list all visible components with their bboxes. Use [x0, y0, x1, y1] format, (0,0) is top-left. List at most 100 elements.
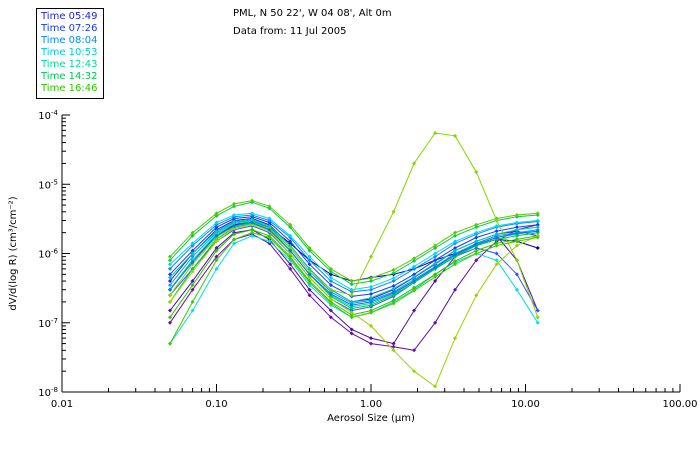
data-point-marker: [433, 272, 438, 277]
data-point-marker: [391, 348, 396, 353]
data-point-marker: [250, 211, 255, 216]
data-point-marker: [167, 315, 172, 320]
legend-item: Time 14:32: [41, 71, 98, 82]
data-point-marker: [232, 237, 237, 242]
data-point-marker: [288, 222, 293, 227]
data-point-marker: [369, 254, 373, 259]
data-point-marker: [474, 235, 479, 240]
data-point-marker: [494, 241, 499, 246]
data-point-marker: [433, 258, 438, 263]
data-point-marker: [474, 246, 479, 251]
data-point-marker: [190, 248, 195, 253]
data-point-marker: [190, 279, 195, 284]
data-point-marker: [349, 282, 354, 287]
data-point-marker: [214, 211, 219, 216]
y-tick-label: 10-8: [38, 386, 58, 399]
data-point-marker: [250, 217, 255, 222]
time-legend: Time 05:49 Time 07:26 Time 08:04 Time 10:53…: [36, 8, 105, 99]
data-point-marker: [232, 232, 237, 237]
data-point-marker: [433, 274, 438, 279]
data-point-marker: [232, 204, 237, 209]
data-point-marker: [369, 292, 373, 297]
data-point-marker: [349, 327, 354, 332]
spectrum-line: [169, 229, 539, 345]
data-point-marker: [453, 258, 458, 263]
data-point-marker: [214, 248, 219, 253]
data-point-marker: [453, 248, 458, 253]
data-point-marker: [307, 246, 312, 251]
data-point-marker: [474, 242, 479, 247]
data-point-marker: [391, 276, 396, 281]
data-point-marker: [232, 223, 237, 228]
data-point-marker: [474, 251, 479, 256]
data-point-marker: [494, 232, 499, 237]
data-point-marker: [369, 284, 373, 289]
data-point-marker: [535, 211, 540, 216]
data-point-marker: [474, 225, 479, 230]
data-point-marker: [250, 198, 255, 203]
data-point-marker: [167, 275, 172, 280]
x-tick-label: 100.00: [663, 399, 698, 410]
spectrum-line: [169, 220, 538, 308]
legend-item: Time 08:04: [41, 35, 98, 46]
data-point-marker: [250, 222, 255, 227]
data-point-marker: [307, 275, 312, 280]
data-point-marker: [349, 279, 354, 284]
data-point-marker: [214, 254, 219, 259]
data-point-marker: [349, 293, 354, 298]
data-point-marker: [328, 269, 333, 274]
data-point-marker: [250, 220, 255, 225]
data-point-marker: [328, 315, 333, 320]
plot-title-location: PML, N 50 22', W 04 08', Alt 0m: [233, 8, 392, 19]
data-point-marker: [369, 341, 373, 346]
data-point-marker: [349, 287, 354, 292]
data-point-marker: [494, 223, 499, 228]
data-point-marker: [412, 285, 417, 290]
data-point-marker: [369, 336, 373, 341]
data-point-marker: [349, 315, 354, 320]
data-point-marker: [288, 239, 293, 244]
y-tick-label: 10-4: [38, 109, 58, 122]
data-point-marker: [214, 233, 219, 238]
data-point-marker: [535, 225, 540, 230]
data-point-marker: [369, 279, 373, 284]
data-point-marker: [349, 310, 354, 315]
data-point-marker: [232, 201, 237, 206]
data-point-marker: [250, 233, 255, 238]
data-point-marker: [328, 275, 333, 280]
data-point-marker: [232, 219, 237, 224]
legend-item: Time 12:43: [41, 59, 98, 70]
y-tick-label: 10-7: [38, 317, 58, 330]
x-tick-label: 0.01: [51, 399, 73, 410]
data-point-marker: [167, 287, 172, 292]
data-point-marker: [167, 293, 172, 298]
y-axis-label: dV/d(log R) (cm³/cm⁻²): [8, 196, 19, 310]
data-point-marker: [328, 279, 333, 284]
data-point-marker: [391, 209, 396, 214]
data-point-marker: [412, 369, 417, 374]
data-point-marker: [391, 344, 396, 349]
data-point-marker: [349, 299, 354, 304]
data-point-marker: [412, 256, 417, 261]
data-point-marker: [453, 230, 458, 235]
data-point-marker: [494, 251, 499, 256]
data-point-marker: [412, 348, 417, 353]
data-point-marker: [190, 287, 195, 292]
data-point-marker: [369, 299, 373, 304]
data-point-marker: [369, 295, 373, 300]
data-point-marker: [514, 239, 519, 244]
data-point-marker: [190, 251, 195, 256]
data-point-marker: [267, 223, 272, 228]
data-point-marker: [328, 287, 333, 292]
data-point-marker: [214, 266, 219, 271]
data-point-marker: [474, 239, 479, 244]
data-point-marker: [412, 264, 417, 269]
data-point-marker: [474, 230, 479, 235]
x-tick-label: 0.10: [205, 399, 227, 410]
data-point-marker: [214, 213, 219, 218]
data-point-marker: [369, 303, 373, 308]
data-point-marker: [328, 308, 333, 313]
x-tick-label: 1.00: [360, 399, 382, 410]
data-point-marker: [288, 233, 293, 238]
data-point-marker: [190, 260, 195, 265]
